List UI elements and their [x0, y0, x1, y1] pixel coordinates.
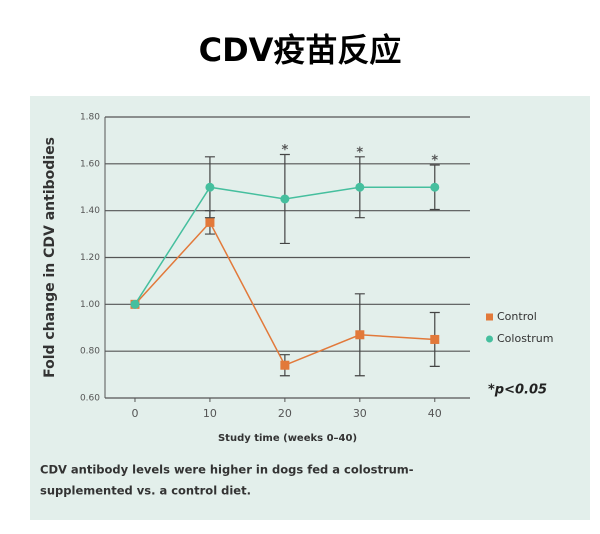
point: [430, 334, 440, 344]
point: [130, 299, 140, 309]
x-tick-label: 0: [131, 407, 138, 420]
point: [280, 360, 290, 370]
legend-swatch: [486, 335, 493, 343]
x-tick-label: 20: [278, 407, 292, 420]
point: [280, 194, 290, 204]
x-tick-label: 40: [428, 407, 442, 420]
legend-label: Colostrum: [497, 332, 553, 345]
y-tick-label: 1.80: [80, 113, 100, 123]
significance-mark: *: [356, 145, 363, 160]
y-tick-label: 0.60: [80, 394, 100, 404]
x-tick-label: 30: [353, 407, 367, 420]
slide-title: CDV疫苗反应: [199, 31, 402, 69]
caption: supplemented vs. a control diet.: [40, 484, 251, 498]
point: [205, 182, 215, 192]
x-axis-title: Study time (weeks 0–40): [218, 433, 357, 444]
point: [205, 217, 215, 227]
y-tick-label: 1.20: [80, 253, 100, 263]
y-axis-title: Fold change in CDV antibodies: [42, 137, 58, 378]
point: [355, 330, 365, 340]
caption: CDV antibody levels were higher in dogs …: [40, 463, 414, 477]
chart-panel: [30, 96, 590, 520]
annotation: *p<0.05: [488, 383, 547, 398]
y-tick-label: 1.40: [80, 206, 100, 216]
significance-mark: *: [431, 154, 438, 169]
y-tick-label: 1.60: [80, 159, 100, 169]
point: [355, 182, 365, 192]
significance-mark: *: [281, 143, 288, 158]
y-tick-label: 1.00: [80, 300, 100, 310]
x-tick-label: 10: [203, 407, 217, 420]
legend-label: Control: [497, 310, 537, 323]
legend-swatch: [486, 313, 493, 321]
point: [430, 182, 440, 192]
y-tick-label: 0.80: [80, 347, 100, 357]
